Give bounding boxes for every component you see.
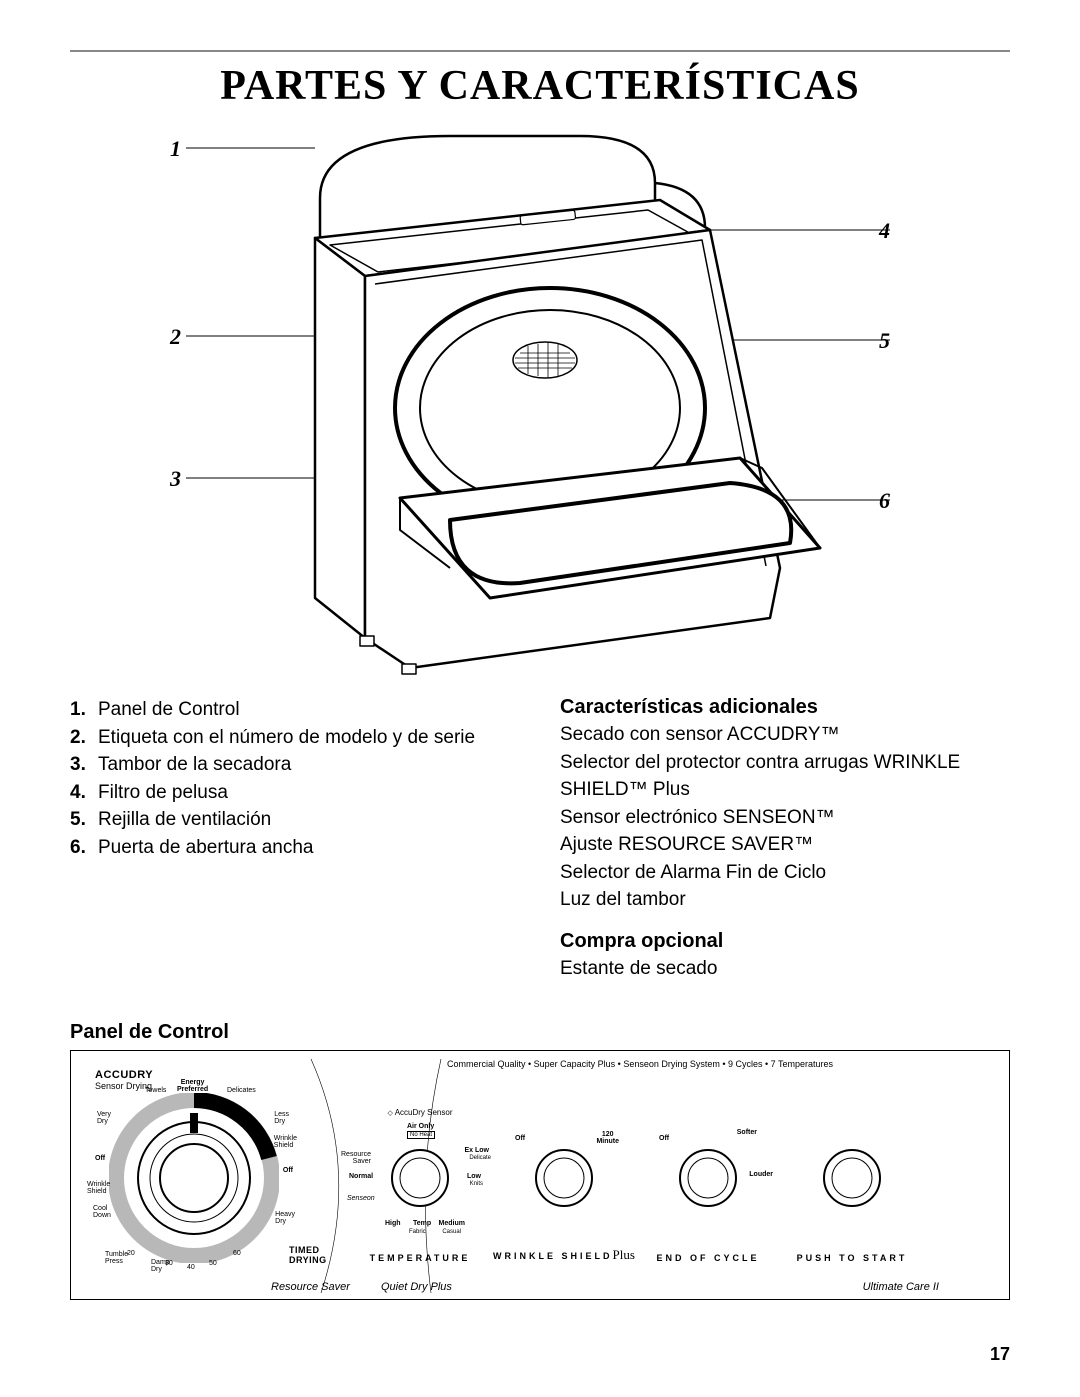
dial-label: Tumble Press (105, 1251, 128, 1265)
knob-label: Off (515, 1135, 525, 1142)
feature-item: Luz del tambor (560, 886, 1010, 914)
knob-label: Fabric (409, 1229, 426, 1235)
knob-label: Louder (749, 1171, 773, 1178)
dial-label: Heavy Dry (275, 1211, 295, 1225)
page-number: 17 (990, 1344, 1010, 1365)
end-of-cycle-knob: Off Softer Louder END OF CYCLE (667, 1137, 749, 1219)
additional-features-list: Secado con sensor ACCUDRY™ Selector del … (560, 721, 1010, 914)
dial-label: Towels (145, 1087, 166, 1094)
feature-item: Ajuste RESOURCE SAVER™ (560, 831, 1010, 859)
feature-item: Secado con sensor ACCUDRY™ (560, 721, 1010, 749)
knob-label: Senseon (347, 1195, 375, 1202)
top-rule (70, 50, 1010, 52)
callout-3: 3 (170, 466, 181, 492)
dial-label: Less Dry (274, 1111, 289, 1125)
dial-label: Wrinkle Shield (274, 1135, 297, 1149)
callout-6: 6 (879, 488, 890, 514)
dial-label: Delicates (227, 1087, 256, 1094)
part-item: 5.Rejilla de ventilación (70, 806, 520, 834)
panel-tagline: Commercial Quality • Super Capacity Plus… (285, 1059, 995, 1069)
control-panel-diagram: Commercial Quality • Super Capacity Plus… (70, 1050, 1010, 1300)
dial-label: Very Dry (97, 1111, 111, 1125)
knob-label: Knits (470, 1181, 483, 1187)
panel-foot-center: Quiet Dry Plus (381, 1281, 452, 1293)
knob-label: Off (659, 1135, 669, 1142)
parts-list: 1.Panel de Control 2.Etiqueta con el núm… (70, 696, 520, 861)
callout-2: 2 (170, 324, 181, 350)
dial-label: Energy Preferred (177, 1079, 208, 1093)
knob-label: Medium (439, 1220, 465, 1227)
knob-label: Normal (349, 1173, 373, 1180)
push-to-start-label: PUSH TO START (762, 1253, 942, 1263)
parts-list-column: 1.Panel de Control 2.Etiqueta con el núm… (70, 696, 520, 1050)
dial-label: Wrinkle Shield (87, 1181, 110, 1195)
push-to-start-knob: PUSH TO START (811, 1137, 893, 1219)
wrinkle-shield-knob: Off 120 Minute WRINKLE SHIELDPlus (523, 1137, 605, 1219)
part-item: 1.Panel de Control (70, 696, 520, 724)
additional-features-head: Características adicionales (560, 696, 1010, 719)
dryer-svg (150, 128, 930, 688)
knob-label: Casual (442, 1229, 461, 1235)
dial-label: 50 (209, 1260, 217, 1267)
knob-label: 120 Minute (596, 1131, 619, 1145)
knob-label: Ex Low (464, 1147, 489, 1154)
knob-label: Air Only (407, 1123, 434, 1130)
feature-item: Sensor electrónico SENSEON™ (560, 804, 1010, 832)
knob-label: High (385, 1220, 401, 1227)
callout-4: 4 (879, 218, 890, 244)
features-column: Características adicionales Secado con s… (560, 696, 1010, 1050)
feature-item: Selector del protector contra arrugas WR… (560, 749, 1010, 804)
knob-label: Temp (413, 1220, 431, 1227)
part-item: 4.Filtro de pelusa (70, 779, 520, 807)
part-item: 6.Puerta de abertura ancha (70, 834, 520, 862)
dial-label: Off (283, 1167, 293, 1174)
content-columns: 1.Panel de Control 2.Etiqueta con el núm… (70, 696, 1010, 1050)
dial-label: 30 (165, 1260, 173, 1267)
timed-drying-label: TIMED DRYING (289, 1245, 327, 1265)
accudry-sensor-label: ◇ AccuDry Sensor (350, 1109, 490, 1118)
dial-label: Cool Down (93, 1205, 111, 1219)
cycle-dial: Towels Energy Preferred Delicates Very D… (109, 1093, 279, 1263)
panel-foot-left: Resource Saver (271, 1281, 350, 1293)
panel-foot-right: Ultimate Care II (863, 1281, 939, 1293)
knob-label: Softer (737, 1129, 757, 1136)
dial-label: 60 (233, 1250, 241, 1257)
knob-label: Delicate (469, 1155, 491, 1161)
optional-purchase-list: Estante de secado (560, 955, 1010, 983)
dial-label: 40 (187, 1264, 195, 1271)
dial-label: Off (95, 1155, 105, 1162)
callout-1: 1 (170, 136, 181, 162)
callout-5: 5 (879, 328, 890, 354)
part-item: 2.Etiqueta con el número de modelo y de … (70, 724, 520, 752)
knob-label: Low (467, 1173, 481, 1180)
part-item: 3.Tambor de la secadora (70, 751, 520, 779)
opt-item: Estante de secado (560, 955, 1010, 983)
feature-item: Selector de Alarma Fin de Ciclo (560, 859, 1010, 887)
small-knobs-group: ◇ AccuDry Sensor Air Only No Heat Resour… (379, 1137, 893, 1219)
knobs-row: Towels Energy Preferred Delicates Very D… (71, 1093, 1009, 1263)
optional-purchase-head: Compra opcional (560, 930, 1010, 953)
panel-heading: Panel de Control (70, 1021, 520, 1044)
knob-label: No Heat (407, 1131, 435, 1139)
temperature-knob: ◇ AccuDry Sensor Air Only No Heat Resour… (379, 1137, 461, 1219)
page-title: PARTES Y CARACTERÍSTICAS (70, 62, 1010, 110)
dryer-diagram: 1 2 3 4 5 6 (150, 128, 930, 688)
knob-label: Resource Saver (341, 1151, 371, 1165)
dial-label: 20 (127, 1250, 135, 1257)
